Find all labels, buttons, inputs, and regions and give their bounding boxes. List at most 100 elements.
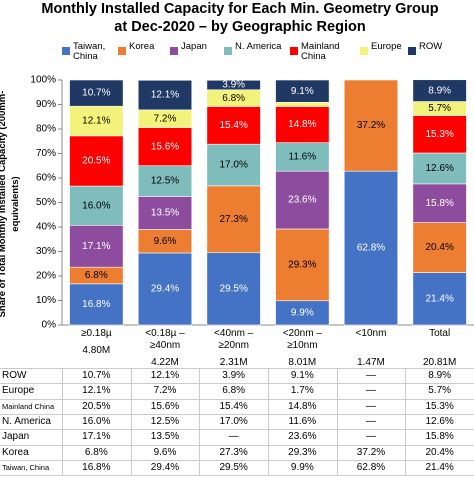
table-row-line [0, 413, 474, 415]
data-label: 15.4% [219, 120, 247, 131]
data-label: 20.5% [82, 156, 110, 167]
table-cell: 10.7% [82, 370, 111, 381]
bar-segment [69, 79, 124, 107]
bar-segment [206, 79, 261, 91]
data-label: 12.1% [82, 116, 110, 127]
table-cell: 9.9% [290, 461, 314, 473]
data-label: 6.8% [85, 270, 108, 281]
bar-segment [206, 143, 261, 187]
legend-label: Korea [129, 41, 155, 52]
row-label: ROW [2, 370, 27, 381]
bar-segment [275, 101, 330, 107]
table-cell: 29.4% [150, 461, 180, 473]
data-label: 17.1% [82, 241, 110, 252]
table-row-line [0, 475, 474, 477]
table-cell: 20.5% [82, 400, 111, 412]
table-cell: 12.5% [150, 415, 180, 427]
data-label: 15.8% [425, 198, 453, 209]
table-cell: 23.6% [288, 431, 317, 443]
bar-segment [137, 196, 193, 230]
table-cell: — [228, 431, 239, 443]
table-cell: 21.4% [425, 461, 454, 473]
bar-segment [275, 300, 330, 326]
x-tick-label: <10nm [355, 328, 387, 339]
table-cell: 7.2% [153, 385, 177, 397]
data-label: 5.7% [428, 103, 451, 114]
row-label: Europe [2, 385, 35, 397]
data-label: 9.6% [154, 236, 177, 247]
bar-segment [412, 222, 467, 273]
data-label: 20.4% [425, 242, 453, 253]
x-tick-label: <40nm – ≥20nm [214, 328, 254, 351]
table-cell: 16.0% [82, 415, 111, 427]
data-label: 29.4% [151, 284, 179, 295]
legend-label: Europe [371, 41, 402, 52]
data-label: 16.8% [82, 299, 110, 310]
bar-segment [137, 165, 193, 197]
table-cell: 12.6% [425, 415, 454, 427]
data-label: 8.9% [428, 85, 451, 96]
table-cell: 20.4% [425, 446, 454, 458]
table-cell: 6.8% [84, 446, 108, 458]
table-cell: — [365, 370, 376, 381]
table-cell: — [365, 400, 376, 412]
row-label: Mainland China [2, 401, 55, 411]
legend-swatch [170, 47, 178, 55]
table-cell: — [365, 385, 376, 397]
table-cell: — [365, 415, 376, 427]
data-label: 16.0% [82, 200, 110, 211]
data-label: 12.5% [151, 176, 179, 187]
data-label: 15.3% [425, 129, 453, 140]
capacity-label: 20.81M [422, 357, 457, 368]
data-label: 37.2% [357, 120, 385, 131]
table-cell: 17.1% [82, 431, 111, 443]
bar-segment [412, 183, 467, 223]
table-cell: 15.8% [425, 431, 454, 443]
table-cell: 27.3% [219, 446, 248, 458]
table-cell: 8.9% [428, 370, 452, 381]
x-tick-label: <0.18µ – ≥40nm [145, 328, 185, 351]
bar-segment [275, 228, 330, 302]
y-tick-label: 70% [36, 148, 56, 159]
legend-label: Japan [181, 41, 207, 52]
column-divider [62, 368, 63, 476]
column-divider [130, 368, 132, 476]
row-label: Korea [2, 446, 29, 458]
y-tick-label: 20% [36, 271, 56, 282]
bar-segment [69, 283, 124, 326]
legend-swatch [360, 47, 368, 55]
table-cell: 16.8% [82, 461, 111, 473]
legend-swatch [224, 47, 232, 55]
table-row-line [0, 459, 474, 461]
table-row-line [0, 368, 474, 369]
y-tick-label: 30% [36, 246, 56, 257]
y-tick-label: 50% [36, 197, 56, 208]
table-cell: 62.8% [356, 461, 386, 473]
table-cell: 14.8% [288, 400, 317, 412]
bar-segment [206, 106, 261, 145]
table-row-line [0, 383, 474, 385]
table-cell: 1.7% [290, 385, 314, 397]
x-tick-label: <20nm – ≥10nm [282, 328, 322, 351]
table-cell: 17.0% [219, 415, 248, 427]
data-label: 11.6% [289, 152, 317, 163]
column-divider [405, 368, 407, 476]
capacity-label: 2.31M [219, 357, 248, 368]
table-cell: 12.1% [82, 385, 111, 397]
bar-segment [69, 224, 124, 268]
bar-segment [206, 185, 261, 254]
y-tick-label: 0% [42, 320, 57, 331]
bar-segment [343, 170, 399, 326]
y-tick-label: 60% [36, 173, 56, 184]
column-divider [336, 368, 338, 476]
column-divider [199, 368, 201, 476]
table-cell: 11.6% [288, 415, 317, 427]
row-label: N. America [2, 415, 51, 427]
capacity-label: 8.01M [288, 357, 317, 368]
legend-label: N. America [235, 41, 282, 52]
row-label: Japan [2, 431, 30, 443]
chart-title: Monthly Installed Capacity for Each Min.… [41, 1, 439, 35]
data-label: 29.3% [288, 259, 316, 270]
